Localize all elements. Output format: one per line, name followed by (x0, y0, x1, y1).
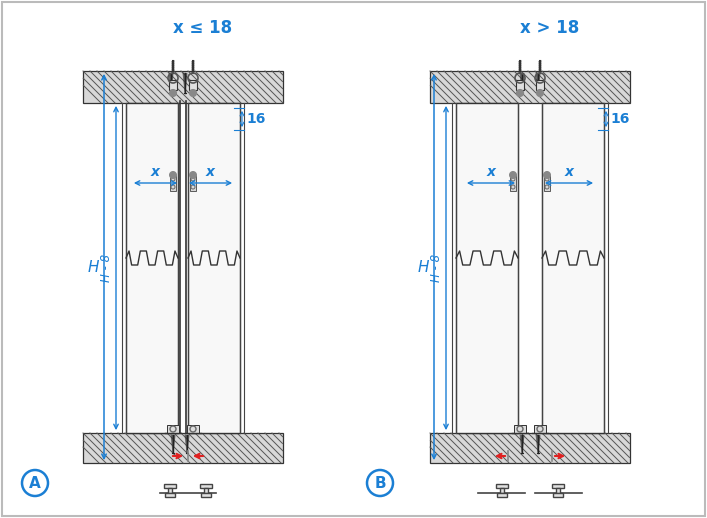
Bar (516, 80, 524, 90)
Bar (126, 103, 178, 433)
Text: H - 8: H - 8 (430, 254, 443, 282)
Bar (510, 175, 516, 191)
Bar (496, 484, 508, 488)
Bar (497, 493, 507, 497)
Bar (167, 425, 179, 433)
Bar (430, 71, 630, 103)
Circle shape (517, 90, 523, 96)
Bar (200, 484, 212, 488)
Text: 16: 16 (610, 112, 629, 126)
Bar (190, 175, 196, 191)
Bar (83, 71, 283, 103)
Bar (204, 488, 208, 493)
Text: x > 18: x > 18 (520, 19, 580, 37)
Bar (83, 433, 283, 463)
Circle shape (544, 171, 551, 179)
Text: H - 8: H - 8 (100, 254, 113, 282)
Bar (534, 425, 546, 433)
Text: H: H (418, 260, 429, 275)
Text: x: x (151, 165, 160, 179)
Bar (542, 103, 604, 433)
Bar (553, 493, 563, 497)
Bar (552, 484, 564, 488)
Bar (544, 175, 550, 191)
Circle shape (170, 171, 177, 179)
Bar (170, 175, 176, 191)
Circle shape (537, 90, 544, 96)
Bar (189, 80, 197, 90)
Circle shape (170, 90, 177, 96)
Bar (556, 488, 560, 493)
Bar (536, 80, 544, 90)
Circle shape (189, 171, 197, 179)
Bar (187, 425, 199, 433)
Text: H: H (88, 260, 99, 275)
Text: B: B (374, 476, 386, 491)
Text: A: A (29, 476, 41, 491)
Bar (514, 425, 526, 433)
Bar (164, 484, 176, 488)
Bar (168, 488, 172, 493)
Bar (188, 103, 240, 433)
Circle shape (189, 90, 197, 96)
Bar (169, 80, 177, 90)
Text: x ≤ 18: x ≤ 18 (173, 19, 233, 37)
Text: x: x (486, 165, 496, 179)
Bar (501, 488, 503, 493)
Circle shape (510, 171, 517, 179)
Text: x: x (564, 165, 573, 179)
Text: 16: 16 (246, 112, 265, 126)
Bar (456, 103, 518, 433)
Bar (430, 433, 630, 463)
Text: x: x (206, 165, 215, 179)
Bar (165, 493, 175, 497)
Bar (201, 493, 211, 497)
